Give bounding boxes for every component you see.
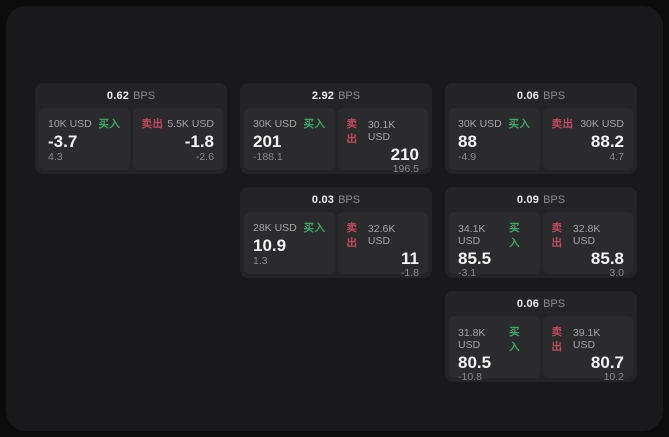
- quote-card: 2.92 BPS 30K USD 买入 201 -188.1 卖出 30.1K …: [240, 83, 432, 175]
- bps-unit-label: BPS: [543, 89, 566, 102]
- buy-panel[interactable]: 10K USD 买入 -3.7 4.3: [39, 108, 130, 170]
- sell-side-label: 卖出: [141, 118, 164, 130]
- buy-side-label: 买入: [303, 118, 326, 130]
- buy-sub-value: -4.9: [458, 151, 477, 163]
- bps-value: 2.92: [311, 89, 335, 102]
- buy-side-label: 买入: [303, 222, 326, 234]
- bps-value: 0.03: [311, 193, 335, 206]
- bps-header: 2.92 BPS: [244, 83, 428, 108]
- bps-unit-label: BPS: [133, 89, 156, 102]
- buy-sub-value: -10.8: [458, 371, 482, 383]
- bps-unit-label: BPS: [543, 297, 566, 310]
- buy-panel[interactable]: 28K USD 买入 10.9 1.3: [244, 212, 335, 274]
- sell-panel[interactable]: 卖出 30.1K USD 210 196.5: [337, 108, 428, 175]
- buy-sub-value: 1.3: [253, 255, 268, 267]
- buy-price: 80.5: [458, 353, 492, 372]
- buy-panel[interactable]: 34.1K USD 买入 85.5 -3.1: [449, 212, 540, 279]
- bps-value: 0.06: [516, 297, 540, 310]
- sell-side-label: 卖出: [551, 118, 574, 130]
- sell-price: 85.8: [590, 249, 624, 268]
- bps-header: 0.06 BPS: [449, 83, 633, 108]
- sell-sub-value: 196.5: [392, 163, 419, 175]
- buy-side-label: 买入: [509, 326, 521, 353]
- app-canvas: 0.62 BPS 10K USD 买入 -3.7 4.3 卖出 5.5K USD: [6, 6, 663, 431]
- buy-price: 88: [458, 131, 477, 151]
- buy-amount-label: 10K USD: [48, 117, 92, 130]
- sell-side-label: 卖出: [551, 222, 563, 249]
- buy-sub-value: -188.1: [253, 151, 283, 163]
- sell-panel[interactable]: 卖出 5.5K USD -1.8 -2.6: [132, 108, 223, 170]
- buy-panel[interactable]: 31.8K USD 买入 80.5 -10.8: [449, 316, 540, 383]
- quote-card: 0.03 BPS 28K USD 买入 10.9 1.3 卖出 32.6K US…: [240, 187, 432, 279]
- sell-panel[interactable]: 卖出 32.6K USD 11 -1.8: [337, 212, 428, 279]
- panel-pair: 10K USD 买入 -3.7 4.3 卖出 5.5K USD -1.8 -2.…: [39, 108, 223, 170]
- buy-price: 10.9: [253, 235, 287, 255]
- sell-amount-label: 32.6K USD: [367, 223, 396, 247]
- sell-price: 80.7: [590, 353, 624, 372]
- sell-panel[interactable]: 卖出 32.8K USD 85.8 3.0: [542, 212, 633, 279]
- panel-pair: 34.1K USD 买入 85.5 -3.1 卖出 32.8K USD 85.8…: [449, 212, 633, 279]
- sell-sub-value: -1.8: [400, 267, 419, 279]
- bps-unit-label: BPS: [543, 193, 566, 206]
- quote-card: 0.62 BPS 10K USD 买入 -3.7 4.3 卖出 5.5K USD: [35, 83, 227, 174]
- sell-side-label: 卖出: [346, 222, 358, 249]
- quote-card: 0.06 BPS 30K USD 买入 88 -4.9 卖出 30K USD: [445, 83, 637, 174]
- sell-sub-value: 4.7: [609, 151, 624, 163]
- bps-value: 0.62: [106, 89, 130, 102]
- sell-price: 210: [390, 145, 419, 164]
- bps-unit-label: BPS: [338, 89, 361, 102]
- buy-side-label: 买入: [98, 118, 121, 130]
- buy-amount-label: 31.8K USD: [458, 327, 486, 351]
- sell-panel[interactable]: 卖出 39.1K USD 80.7 10.2: [542, 316, 633, 383]
- buy-amount-label: 34.1K USD: [458, 223, 486, 247]
- panel-pair: 31.8K USD 买入 80.5 -10.8 卖出 39.1K USD 80.…: [449, 316, 633, 383]
- bps-header: 0.06 BPS: [449, 291, 633, 316]
- bps-header: 0.62 BPS: [39, 83, 223, 108]
- buy-price: -3.7: [48, 131, 78, 151]
- sell-amount-label: 32.8K USD: [572, 223, 601, 247]
- panel-pair: 30K USD 买入 201 -188.1 卖出 30.1K USD 210 1…: [244, 108, 428, 175]
- bps-value: 0.06: [516, 89, 540, 102]
- quote-card: 0.09 BPS 34.1K USD 买入 85.5 -3.1 卖出 32.8K…: [445, 187, 637, 279]
- quote-grid: 0.62 BPS 10K USD 买入 -3.7 4.3 卖出 5.5K USD: [35, 83, 637, 383]
- buy-amount-label: 28K USD: [253, 221, 297, 234]
- buy-panel[interactable]: 30K USD 买入 88 -4.9: [449, 108, 540, 170]
- bps-header: 0.03 BPS: [244, 187, 428, 212]
- sell-amount-label: 39.1K USD: [572, 327, 601, 351]
- bps-value: 0.09: [516, 193, 540, 206]
- sell-amount-label: 5.5K USD: [167, 117, 214, 130]
- buy-sub-value: 4.3: [48, 151, 63, 163]
- panel-pair: 28K USD 买入 10.9 1.3 卖出 32.6K USD 11 -1.8: [244, 212, 428, 279]
- sell-panel[interactable]: 卖出 30K USD 88.2 4.7: [542, 108, 633, 170]
- buy-price: 85.5: [458, 249, 492, 268]
- buy-amount-label: 30K USD: [253, 117, 297, 130]
- bps-unit-label: BPS: [338, 193, 361, 206]
- bps-header: 0.09 BPS: [449, 187, 633, 212]
- sell-price: 88.2: [590, 131, 624, 151]
- sell-amount-label: 30K USD: [580, 117, 624, 130]
- buy-side-label: 买入: [508, 118, 531, 130]
- sell-sub-value: 10.2: [603, 371, 624, 383]
- quote-card: 0.06 BPS 31.8K USD 买入 80.5 -10.8 卖出 39.1…: [445, 291, 637, 383]
- sell-amount-label: 30.1K USD: [367, 119, 396, 143]
- sell-side-label: 卖出: [551, 326, 563, 353]
- buy-price: 201: [253, 131, 282, 151]
- sell-sub-value: 3.0: [609, 267, 624, 279]
- panel-pair: 30K USD 买入 88 -4.9 卖出 30K USD 88.2 4.7: [449, 108, 633, 170]
- buy-panel[interactable]: 30K USD 买入 201 -188.1: [244, 108, 335, 170]
- sell-price: -1.8: [184, 131, 214, 151]
- buy-sub-value: -3.1: [458, 267, 477, 279]
- sell-price: 11: [401, 249, 419, 268]
- sell-sub-value: -2.6: [195, 151, 214, 163]
- sell-side-label: 卖出: [346, 118, 358, 145]
- buy-amount-label: 30K USD: [458, 117, 502, 130]
- buy-side-label: 买入: [509, 222, 521, 249]
